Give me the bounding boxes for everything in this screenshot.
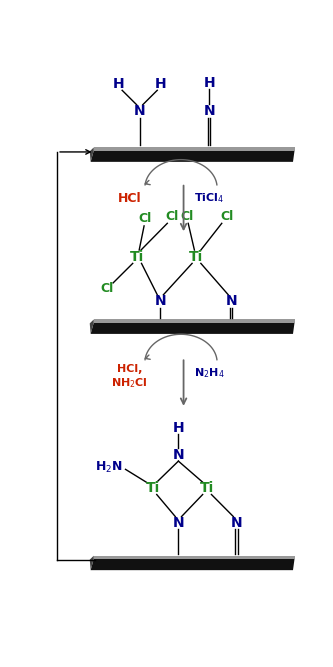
Text: H$_2$N: H$_2$N [95,460,123,476]
Text: Ti: Ti [200,482,214,496]
Text: H: H [113,77,125,91]
Polygon shape [94,556,294,559]
Text: N: N [172,516,184,530]
Text: Cl: Cl [165,209,178,223]
Text: Ti: Ti [189,250,203,264]
Text: N: N [231,516,242,530]
Text: N$_2$H$_4$: N$_2$H$_4$ [194,366,224,380]
Polygon shape [94,319,294,323]
Text: HCl,: HCl, [117,364,142,374]
Text: N: N [203,104,215,118]
Text: NH$_2$Cl: NH$_2$Cl [111,376,148,390]
Text: Cl: Cl [181,209,194,223]
Text: Cl: Cl [221,209,234,223]
Text: Cl: Cl [101,281,114,295]
Polygon shape [90,556,94,570]
Text: TiCl$_4$: TiCl$_4$ [194,191,224,205]
Polygon shape [94,147,294,151]
Polygon shape [90,319,94,334]
Text: HCl: HCl [118,191,141,205]
Text: N: N [155,294,166,308]
Text: Ti: Ti [130,250,144,264]
Text: N: N [172,448,184,462]
Text: Ti: Ti [146,482,160,496]
Text: H: H [155,77,166,91]
Text: H: H [172,422,184,436]
Text: Cl: Cl [138,212,152,225]
Polygon shape [91,151,294,162]
Text: N: N [225,294,237,308]
Text: N: N [134,104,146,118]
Polygon shape [91,559,294,570]
Text: H: H [203,75,215,89]
Polygon shape [91,323,294,334]
Polygon shape [90,147,94,162]
